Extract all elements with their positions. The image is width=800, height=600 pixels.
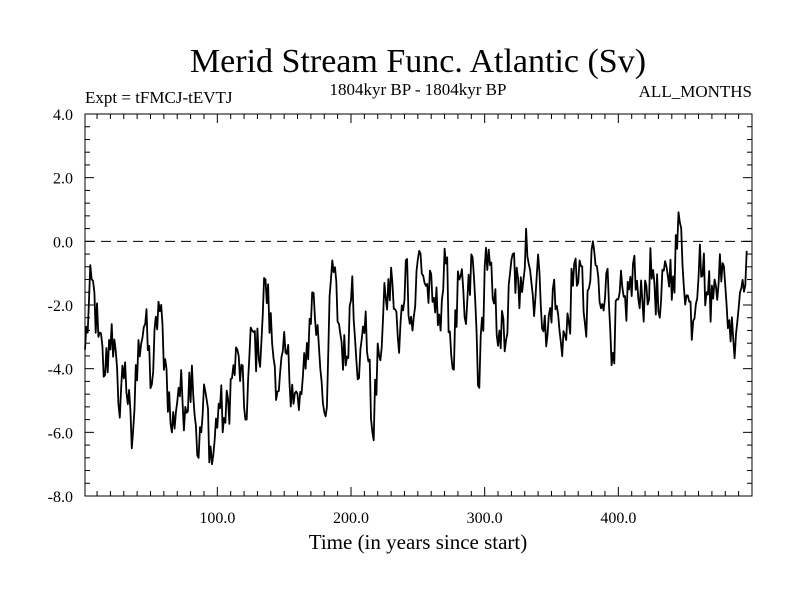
y-axis: -8.0 -6.0 -4.0 -2.0 0.0 2.0 4.0 <box>48 107 752 506</box>
experiment-label: Expt = tFMCJ-tEVTJ <box>85 88 233 107</box>
x-axis-label: Time (in years since start) <box>309 530 528 554</box>
x-tick-label: 100.0 <box>199 510 235 527</box>
x-tick-label: 200.0 <box>333 510 369 527</box>
y-tick-label: 0.0 <box>53 234 73 251</box>
y-tick-label: -4.0 <box>48 362 73 379</box>
plot-frame <box>84 113 753 497</box>
y-tick-label: -8.0 <box>48 489 73 506</box>
x-tick-label: 300.0 <box>467 510 503 527</box>
x-axis: 100.0 200.0 300.0 400.0 <box>96 114 740 527</box>
x-tick-label: 400.0 <box>600 510 636 527</box>
period-label: ALL_MONTHS <box>639 82 752 101</box>
y-tick-label: -6.0 <box>48 425 73 442</box>
y-tick-label: -2.0 <box>48 298 73 315</box>
chart-title: Merid Stream Func. Atlantic (Sv) <box>190 43 646 80</box>
chart-subtitle: 1804kyr BP - 1804kyr BP <box>330 80 507 99</box>
y-tick-label: 2.0 <box>53 171 73 188</box>
series-line <box>84 211 748 466</box>
y-tick-label: 4.0 <box>53 107 73 124</box>
